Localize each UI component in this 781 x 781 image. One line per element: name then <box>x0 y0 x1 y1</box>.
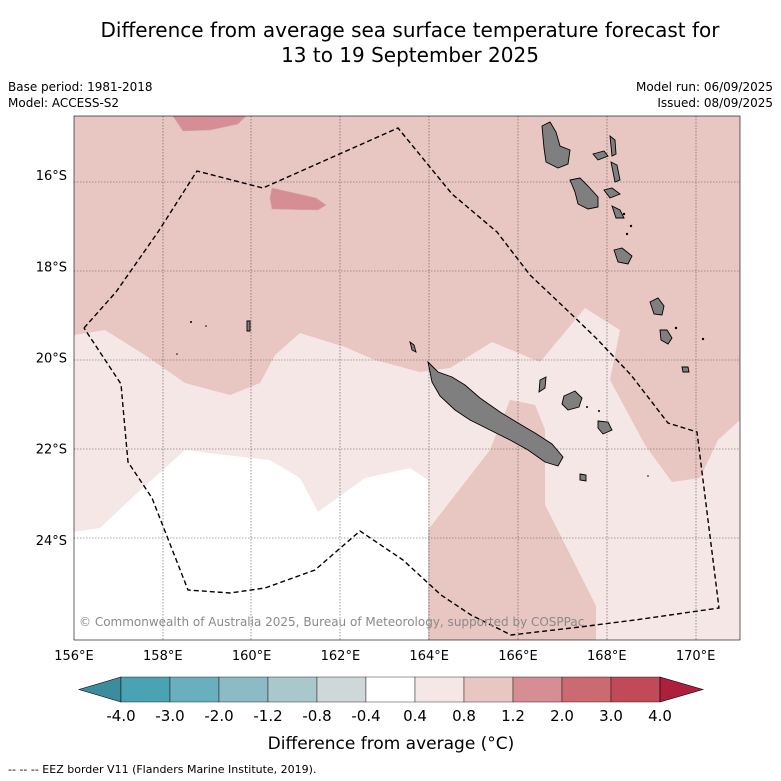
anomaly-field-1-2-to-2-0-a <box>173 116 246 131</box>
model-name: Model: ACCESS-S2 <box>8 96 120 110</box>
longitude-tick-label: 160°E <box>232 649 272 664</box>
colorbar-tick-label: -4.0 <box>106 707 135 725</box>
longitude-tick-label: 168°E <box>587 649 627 664</box>
latitude-tick-label: 24°S <box>36 534 67 549</box>
new-caledonia <box>427 360 564 467</box>
vanuatu-malakula <box>569 177 599 210</box>
colorbar <box>77 676 705 703</box>
anomaly-field-0-8-tongue <box>485 400 596 640</box>
vanuatu-tanna <box>659 329 673 345</box>
colorbar-tick-label: 0.4 <box>403 707 427 725</box>
colorbar-tick-label: -1.2 <box>253 707 282 725</box>
vanuatu-pentecost <box>610 161 621 183</box>
map-panel: © Commonwealth of Australia 2025, Bureau… <box>73 115 741 641</box>
longitude-labels: 156°E 158°E 160°E 162°E 164°E 166°E 168°E 170°E <box>54 649 715 664</box>
title-line-2: 13 to 19 September 2025 <box>281 43 539 67</box>
colorbar-segment <box>120 676 171 703</box>
vanuatu-aneityum <box>681 366 690 373</box>
latitude-tick-label: 20°S <box>36 351 67 366</box>
longitude-tick-label: 156°E <box>54 649 94 664</box>
colorbar-tick-label: 1.2 <box>501 707 525 725</box>
meta-left: Base period: 1981-2018 Model: ACCESS-S2 <box>8 79 153 111</box>
latitude-tick-label: 16°S <box>36 169 67 184</box>
colorbar-segment <box>610 676 661 703</box>
latitude-tick-label: 22°S <box>36 443 67 458</box>
loyalty-island-lifou <box>561 390 583 411</box>
colorbar-over-extension <box>659 676 705 703</box>
vanuatu-erromango <box>649 297 665 316</box>
belep-islands <box>409 340 417 353</box>
colorbar-segment <box>561 676 612 703</box>
vanuatu-maewo <box>609 134 617 157</box>
colorbar-under-extension <box>77 676 122 703</box>
longitude-tick-label: 166°E <box>498 649 538 664</box>
colorbar-tick-labels: -4.0 -3.0 -2.0 -1.2 -0.8 -0.4 0.4 0.8 1.2 2.0 3.0 4… <box>106 707 672 725</box>
colorbar-segment <box>169 676 220 703</box>
vanuatu-shepherd <box>611 205 625 219</box>
latitude-labels: 16°S 18°S 20°S 22°S 24°S <box>36 169 67 549</box>
chesterfield-islet <box>246 320 251 332</box>
graticule <box>74 116 740 640</box>
eez-border <box>83 127 720 636</box>
colorbar-title: Difference from average (°C) <box>268 734 515 754</box>
small-islets <box>176 212 705 477</box>
colorbar-segment <box>316 676 367 703</box>
colorbar-tick-label: -2.0 <box>204 707 233 725</box>
longitude-tick-label: 162°E <box>321 649 361 664</box>
eez-legend-note: -- -- -- EEZ border V11 (Flanders Marine… <box>8 763 317 776</box>
map-frame <box>73 115 741 641</box>
vanuatu-epi <box>603 187 621 199</box>
title-line-1: Difference from average sea surface temp… <box>100 18 720 42</box>
colorbar-segment <box>414 676 465 703</box>
colorbar-segment <box>463 676 514 703</box>
colorbar-tick-label: -0.8 <box>302 707 331 725</box>
anomaly-field-1-2-to-2-0-b <box>270 188 326 210</box>
longitude-tick-label: 170°E <box>676 649 716 664</box>
loyalty-island-ouvea <box>538 376 547 393</box>
land-masses <box>246 121 690 482</box>
colorbar-segment <box>512 676 563 703</box>
colorbar-tick-label: -3.0 <box>155 707 184 725</box>
vanuatu-efate <box>613 247 633 265</box>
latitude-tick-label: 18°S <box>36 260 67 275</box>
meta-right: Model run: 06/09/2025 Issued: 08/09/2025 <box>636 79 773 111</box>
vanuatu-ambae <box>592 150 609 161</box>
model-run: Model run: 06/09/2025 <box>635 80 773 94</box>
vanuatu-espiritu-santo <box>541 121 571 169</box>
map-title: Difference from average sea surface temp… <box>40 18 780 68</box>
colorbar-tick-label: 2.0 <box>550 707 574 725</box>
longitude-tick-label: 164°E <box>409 649 449 664</box>
issued-date: Issued: 08/09/2025 <box>657 96 773 110</box>
base-period: Base period: 1981-2018 <box>8 80 153 94</box>
colorbar-tick-label: 0.8 <box>452 707 476 725</box>
longitude-tick-label: 158°E <box>143 649 183 664</box>
colorbar-tick-label: -0.4 <box>351 707 380 725</box>
loyalty-island-mare <box>597 420 613 435</box>
colorbar-segment <box>218 676 269 703</box>
colorbar-tick-label: 4.0 <box>648 707 672 725</box>
colorbar-segment <box>365 676 416 703</box>
colorbar-tick-label: 3.0 <box>599 707 623 725</box>
colorbar-segment <box>267 676 318 703</box>
isle-of-pines <box>579 473 587 482</box>
copyright-notice: © Commonwealth of Australia 2025, Bureau… <box>79 615 584 629</box>
